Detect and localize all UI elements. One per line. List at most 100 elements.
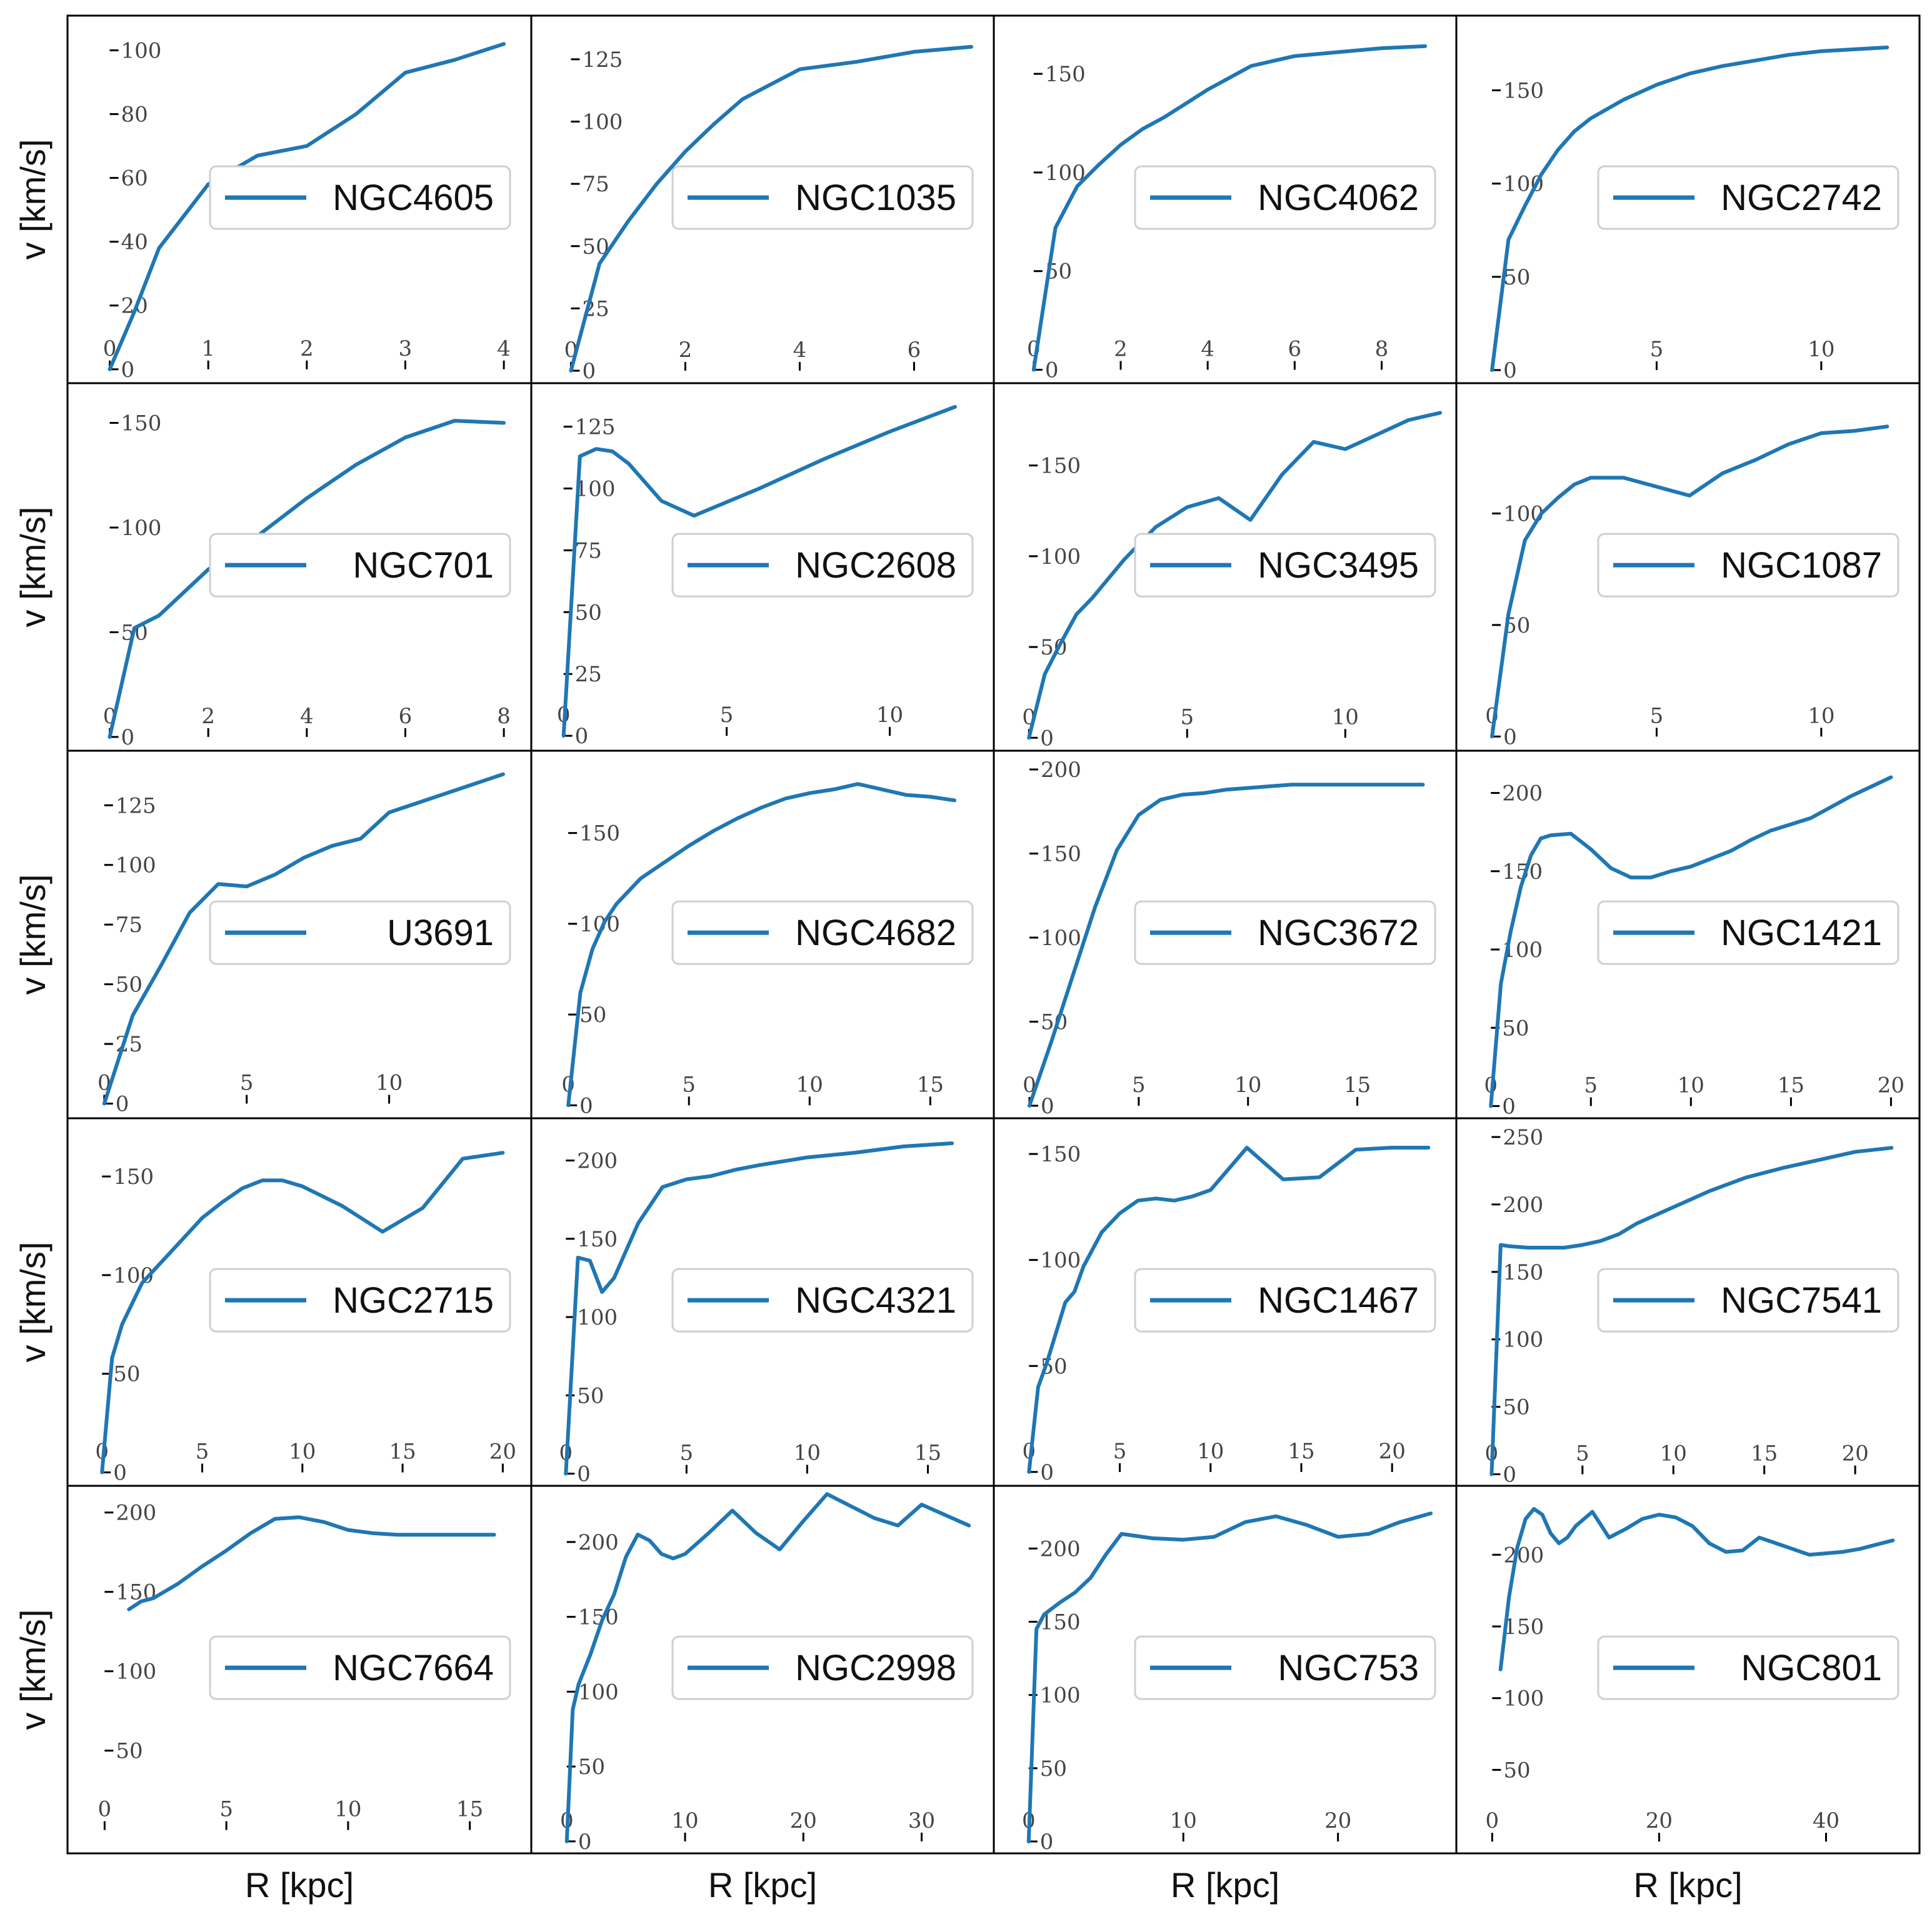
y-tick-label: 100	[121, 39, 162, 64]
legend-label: NGC753	[1278, 1648, 1419, 1688]
y-tick-label: 200	[1041, 758, 1081, 783]
y-tick-label: 50	[578, 1755, 605, 1780]
x-tick-label: 20	[1324, 1808, 1351, 1833]
legend-box	[1134, 900, 1436, 965]
legend-label: NGC1087	[1721, 545, 1882, 586]
x-tick-label: 15	[389, 1440, 416, 1465]
y-tick-label: 100	[575, 476, 616, 501]
series-line-NGC4062	[1031, 44, 1428, 372]
legend-box	[209, 165, 511, 230]
y-tick-label: 50	[577, 1383, 604, 1408]
x-tick-label: 5	[240, 1071, 254, 1096]
x-tick-label: 20	[790, 1808, 817, 1833]
x-tick-label: 6	[1288, 337, 1302, 362]
y-axis-title: v [km/s]	[13, 139, 53, 260]
y-tick-label: 100	[1045, 161, 1086, 186]
y-tick-label: 0	[575, 724, 589, 749]
y-tick-label: 150	[1040, 1142, 1081, 1167]
y-tick-label: 250	[1503, 1125, 1543, 1150]
series-line-NGC3495	[1027, 411, 1443, 740]
x-tick-label: 15	[1751, 1441, 1778, 1466]
series-line-NGC2715	[100, 1151, 505, 1475]
y-tick-label: 0	[1041, 1094, 1054, 1119]
series-line-NGC1421	[1489, 775, 1893, 1108]
legend-label: NGC801	[1741, 1648, 1882, 1688]
y-axis-title: v [km/s]	[13, 507, 53, 628]
legend-box	[1597, 1635, 1899, 1700]
y-tick-label: 100	[116, 1660, 156, 1685]
y-tick-label: 50	[579, 1003, 606, 1028]
x-tick-label: 20	[489, 1440, 516, 1465]
x-tick-label: 30	[908, 1808, 935, 1833]
y-tick-label: 150	[1503, 79, 1544, 104]
y-tick-label: 100	[1503, 1686, 1544, 1711]
y-tick-label: 50	[116, 1739, 143, 1764]
x-tick-label: 2	[201, 704, 215, 729]
y-tick-label: 40	[121, 230, 148, 255]
series-line-NGC4321	[564, 1141, 954, 1476]
legend-box	[1134, 1268, 1436, 1333]
x-tick-label: 5	[196, 1440, 209, 1465]
y-tick-label: 125	[575, 415, 616, 440]
y-tick-label: 50	[1503, 265, 1530, 290]
y-tick-label: 50	[1502, 1016, 1529, 1041]
x-tick-label: 5	[682, 1072, 696, 1097]
y-tick-label: 50	[575, 600, 602, 625]
x-tick-label: 10	[1808, 337, 1834, 362]
legend-box	[671, 533, 974, 598]
x-tick-label: 10	[1170, 1808, 1197, 1833]
y-tick-label: 0	[121, 358, 135, 383]
y-tick-label: 0	[1503, 724, 1517, 749]
y-tick-label: 100	[1503, 1328, 1543, 1353]
legend-label: NGC1035	[795, 178, 956, 218]
y-tick-label: 0	[582, 359, 596, 384]
x-tick-label: 5	[1113, 1439, 1127, 1464]
x-tick-label: 5	[1650, 703, 1664, 728]
x-tick-label: 10	[1678, 1073, 1704, 1098]
x-tick-label: 10	[376, 1071, 403, 1096]
x-tick-label: 20	[1646, 1808, 1673, 1833]
y-tick-label: 125	[116, 793, 156, 818]
x-tick-label: 15	[1778, 1073, 1804, 1098]
x-axis-title: R [kpc]	[1171, 1865, 1279, 1905]
y-tick-label: 100	[1040, 544, 1081, 569]
series-line-NGC801	[1498, 1506, 1895, 1671]
y-tick-label: 100	[582, 109, 623, 134]
x-tick-label: 4	[793, 338, 807, 363]
legend-box	[671, 1635, 974, 1700]
x-tick-label: 5	[720, 703, 734, 728]
legend-label: NGC7541	[1721, 1280, 1882, 1321]
legend-box	[1597, 900, 1899, 965]
legend-label: NGC1467	[1258, 1280, 1419, 1321]
x-tick-label: 4	[300, 704, 314, 729]
x-tick-label: 0	[1486, 1808, 1499, 1833]
series-line-NGC1035	[569, 44, 973, 373]
y-tick-label: 200	[578, 1530, 619, 1555]
y-axis-title: v [km/s]	[13, 874, 53, 995]
x-tick-label: 10	[796, 1072, 823, 1097]
x-tick-label: 10	[671, 1808, 698, 1833]
series-line-NGC701	[108, 419, 506, 739]
x-tick-label: 2	[679, 338, 693, 363]
y-tick-label: 100	[1040, 1683, 1081, 1708]
y-tick-label: 200	[116, 1501, 156, 1526]
y-tick-label: 0	[1040, 1460, 1054, 1485]
legend-label: NGC3672	[1258, 913, 1419, 953]
x-tick-label: 15	[1288, 1439, 1314, 1464]
x-tick-label: 4	[1201, 337, 1214, 362]
y-tick-label: 50	[1503, 1395, 1529, 1420]
y-tick-label: 150	[1040, 454, 1081, 479]
x-tick-label: 15	[456, 1797, 483, 1822]
y-tick-label: 150	[121, 411, 162, 436]
x-tick-label: 5	[1576, 1441, 1589, 1466]
legend-box	[671, 165, 974, 230]
